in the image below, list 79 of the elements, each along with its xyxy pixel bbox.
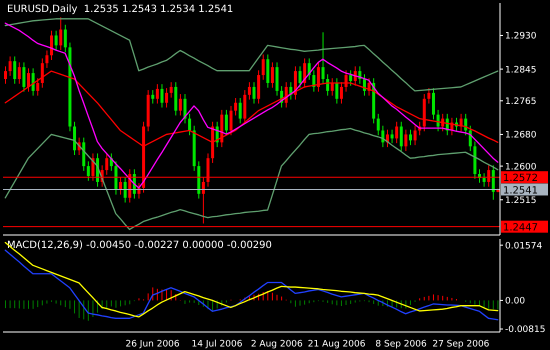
- y-tick-label: 1.2600: [505, 162, 537, 172]
- candlestick: [45, 50, 48, 68]
- candlestick: [432, 88, 435, 120]
- candlestick: [82, 137, 86, 172]
- candlestick: [64, 24, 67, 53]
- candlestick: [50, 30, 54, 61]
- candlestick: [4, 66, 8, 84]
- x-tick-label: 27 Sep 2006: [432, 339, 490, 350]
- candlestick: [174, 82, 178, 116]
- candlestick: [22, 62, 26, 92]
- candlestick: [238, 98, 242, 124]
- candlestick: [178, 94, 182, 116]
- candlestick: [312, 70, 316, 92]
- y-tick-label: 1.2930: [505, 32, 537, 42]
- y-tick-label: 1.2680: [505, 130, 537, 141]
- candlestick: [390, 129, 394, 144]
- candlestick: [32, 68, 35, 96]
- candlestick: [252, 82, 256, 104]
- y-tick-label: 1.2515: [505, 196, 536, 206]
- line-series: [4, 18, 498, 92]
- candlestick: [340, 82, 343, 104]
- y-tick-label: 0.01574: [505, 241, 542, 252]
- candlestick: [436, 109, 440, 132]
- ref-line-label: 1.2572: [503, 173, 538, 184]
- candlestick: [257, 70, 260, 104]
- candlestick: [59, 16, 62, 51]
- ref-line-label: 1.2541: [503, 185, 538, 196]
- candlestick: [124, 176, 127, 204]
- candlestick: [276, 62, 279, 96]
- candlestick: [322, 32, 325, 84]
- candlestick: [18, 62, 21, 84]
- candlestick: [114, 160, 118, 196]
- ref-line-label: 1.2447: [503, 222, 538, 234]
- candlestick: [170, 82, 173, 98]
- candlestick: [376, 113, 380, 136]
- candlestick: [330, 78, 334, 96]
- candlestick: [73, 121, 76, 156]
- candlestick: [414, 125, 417, 146]
- candlestick: [298, 66, 302, 88]
- chart-title: EURUSD,Daily 1.2535 1.2543 1.2534 1.2541: [7, 4, 234, 15]
- candlestick: [234, 98, 238, 116]
- candlestick: [86, 160, 90, 182]
- candlestick: [248, 82, 251, 100]
- candlestick: [8, 56, 12, 76]
- candlestick: [468, 125, 472, 152]
- candlestick: [224, 109, 228, 136]
- x-tick-label: 14 Jul 2006: [192, 339, 243, 350]
- candlestick: [160, 84, 164, 108]
- candlestick: [266, 54, 270, 88]
- candlestick: [482, 172, 486, 188]
- candlestick: [395, 121, 398, 144]
- candlestick: [408, 129, 412, 146]
- y-tick-label: 1.2765: [505, 96, 536, 107]
- candlestick: [54, 30, 58, 51]
- candlestick: [13, 56, 16, 84]
- x-tick-label: 2 Aug 2006: [250, 339, 304, 350]
- candlestick: [326, 74, 330, 96]
- candlestick: [404, 129, 408, 152]
- candlestick: [165, 88, 168, 108]
- candlestick: [230, 105, 233, 136]
- candlestick: [156, 84, 159, 104]
- x-tick-label: 8 Sep 2006: [375, 339, 427, 350]
- x-tick-label: 26 Jun 2006: [125, 339, 180, 350]
- candlestick: [151, 90, 154, 104]
- line-series: [4, 128, 498, 230]
- x-tick-label: 21 Aug 2006: [308, 339, 366, 350]
- candlestick: [270, 62, 274, 88]
- candlestick: [427, 88, 430, 104]
- y-tick-label: -0.00815: [505, 325, 546, 336]
- candlestick: [492, 164, 495, 200]
- candlestick: [243, 90, 246, 124]
- candlestick: [36, 78, 40, 96]
- candlestick: [262, 54, 265, 80]
- candlestick: [349, 70, 352, 86]
- candlestick: [400, 121, 403, 152]
- candlestick: [188, 113, 192, 136]
- candlestick: [335, 78, 338, 104]
- y-tick-label: 1.2845: [505, 65, 536, 76]
- y-tick-label: 0.00: [505, 296, 526, 307]
